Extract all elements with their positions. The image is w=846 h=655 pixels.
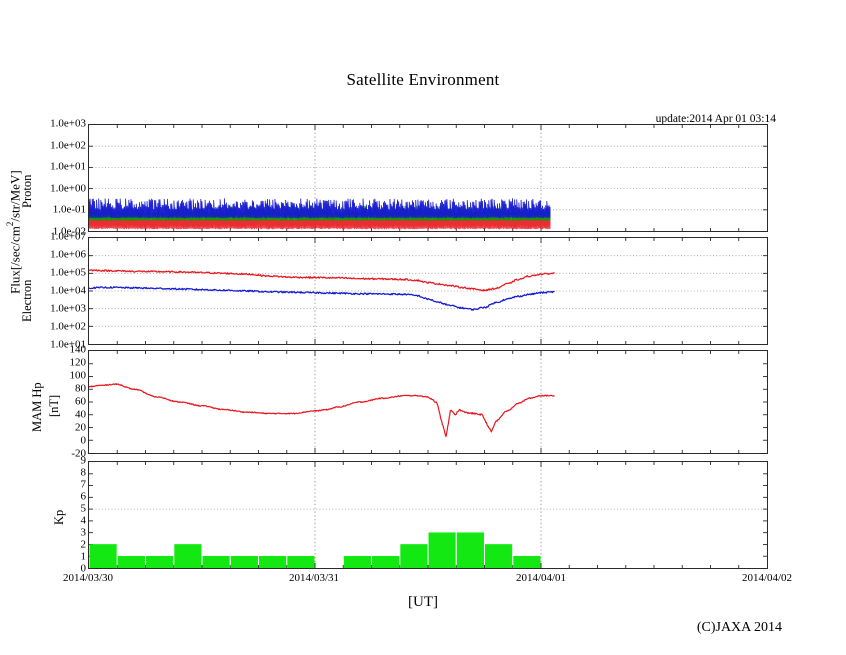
panel-mam-hp xyxy=(88,350,768,454)
kp-bar xyxy=(230,555,258,568)
kp-bar xyxy=(202,555,230,568)
ytick: 1.0e+00 xyxy=(50,182,86,195)
kp-bar xyxy=(372,555,400,568)
panel-proton xyxy=(88,124,768,232)
kp-bar xyxy=(343,555,371,568)
update-timestamp: update:2014 Apr 01 03:14 xyxy=(655,113,776,125)
flux-axis-label: Flux[/sec/cm2/str/MeV] xyxy=(1,146,22,318)
x-axis-title: [UT] xyxy=(408,594,438,610)
panel-kp xyxy=(88,461,768,569)
ytick: 2 xyxy=(80,538,87,551)
mam-ytick-labels: 140 120 100 80 60 40 20 0 -20 xyxy=(32,344,87,459)
ytick: 5 xyxy=(80,502,87,515)
page-title: Satellite Environment xyxy=(346,70,500,89)
ytick: 0 xyxy=(80,562,87,575)
xtick: 2014/03/30 xyxy=(62,572,114,584)
ytick: 1.0e+03 xyxy=(50,117,86,130)
ytick: 140 xyxy=(69,343,87,356)
kp-bar xyxy=(400,544,428,568)
ytick: 1.0e-02 xyxy=(52,225,86,238)
ytick: 100 xyxy=(69,369,87,382)
copyright-notice: (C)JAXA 2014 xyxy=(696,620,782,635)
ytick: 40 xyxy=(75,408,86,421)
ytick: 1.0e+02 xyxy=(50,139,86,152)
ytick: 1.0e+05 xyxy=(50,266,86,279)
kp-bar xyxy=(513,555,541,568)
kp-bar xyxy=(174,544,202,568)
kp-bar xyxy=(428,532,456,568)
ytick: 8 xyxy=(80,466,87,479)
kp-bar xyxy=(259,555,287,568)
kp-ytick-labels: 9 8 7 6 5 4 3 2 1 0 xyxy=(32,455,87,574)
xtick: 2014/04/02 xyxy=(741,572,793,584)
ytick: 3 xyxy=(80,526,87,539)
ytick: 1.0e-01 xyxy=(52,203,86,216)
ytick: 1 xyxy=(80,550,87,563)
panel-electron xyxy=(88,237,768,345)
proton-ytick-labels: 1.0e+03 1.0e+02 1.0e+01 1.0e+00 1.0e-01 … xyxy=(32,118,86,237)
kp-bar xyxy=(485,544,513,568)
electron-ytick-labels: 1.0e+07 1.0e+06 1.0e+05 1.0e+04 1.0e+03 … xyxy=(32,231,86,350)
xtick: 2014/04/01 xyxy=(515,572,567,584)
ytick: -20 xyxy=(71,447,86,460)
kp-bar xyxy=(89,544,117,568)
ytick: 9 xyxy=(80,454,87,467)
kp-bar xyxy=(287,555,315,568)
ytick: 1.0e+07 xyxy=(50,230,86,243)
ytick: 1.0e+06 xyxy=(50,248,86,261)
ytick: 1.0e+01 xyxy=(50,160,86,173)
kp-bar xyxy=(456,532,484,568)
ytick: 7 xyxy=(80,478,87,491)
xtick: 2014/03/31 xyxy=(288,572,340,584)
ytick: 1.0e+01 xyxy=(50,338,86,351)
ytick: 4 xyxy=(80,514,87,527)
flux-label-superscript: 2 xyxy=(5,221,15,226)
ytick: 120 xyxy=(69,356,87,369)
kp-bar xyxy=(146,555,174,568)
ytick: 60 xyxy=(75,395,86,408)
ytick: 0 xyxy=(80,434,87,447)
ytick: 6 xyxy=(80,490,87,503)
ytick: 80 xyxy=(75,382,86,395)
ytick: 1.0e+03 xyxy=(50,302,86,315)
kp-bar xyxy=(117,555,145,568)
ytick: 1.0e+04 xyxy=(50,284,86,297)
ytick: 20 xyxy=(75,421,86,434)
ytick: 1.0e+02 xyxy=(50,320,86,333)
